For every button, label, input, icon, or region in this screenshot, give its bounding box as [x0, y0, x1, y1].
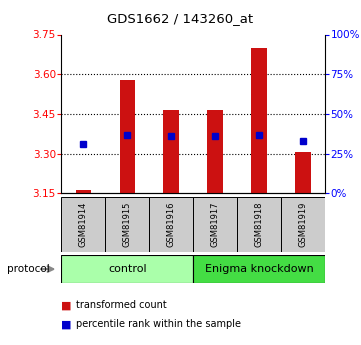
Text: ■: ■: [61, 300, 72, 310]
Text: GSM81917: GSM81917: [210, 201, 219, 247]
Bar: [149, 197, 193, 252]
Text: control: control: [108, 264, 147, 274]
Text: percentile rank within the sample: percentile rank within the sample: [76, 319, 241, 329]
Text: GSM81914: GSM81914: [79, 201, 88, 247]
Bar: [208, 110, 223, 193]
Bar: [193, 197, 237, 252]
Bar: [237, 197, 281, 252]
Bar: [193, 255, 325, 283]
Text: GSM81916: GSM81916: [167, 201, 176, 247]
Bar: [105, 197, 149, 252]
Text: ■: ■: [61, 319, 72, 329]
Bar: [61, 255, 193, 283]
Text: transformed count: transformed count: [76, 300, 166, 310]
Bar: [76, 190, 91, 193]
Text: GSM81919: GSM81919: [299, 201, 308, 247]
Text: GSM81915: GSM81915: [123, 201, 132, 247]
Bar: [281, 197, 325, 252]
Bar: [164, 110, 179, 193]
Text: GDS1662 / 143260_at: GDS1662 / 143260_at: [108, 12, 253, 25]
Text: protocol: protocol: [7, 264, 50, 274]
Bar: [61, 197, 105, 252]
Text: GSM81918: GSM81918: [255, 201, 264, 247]
Text: Enigma knockdown: Enigma knockdown: [205, 264, 313, 274]
Bar: [251, 48, 267, 193]
Bar: [295, 152, 310, 193]
Bar: [119, 80, 135, 193]
